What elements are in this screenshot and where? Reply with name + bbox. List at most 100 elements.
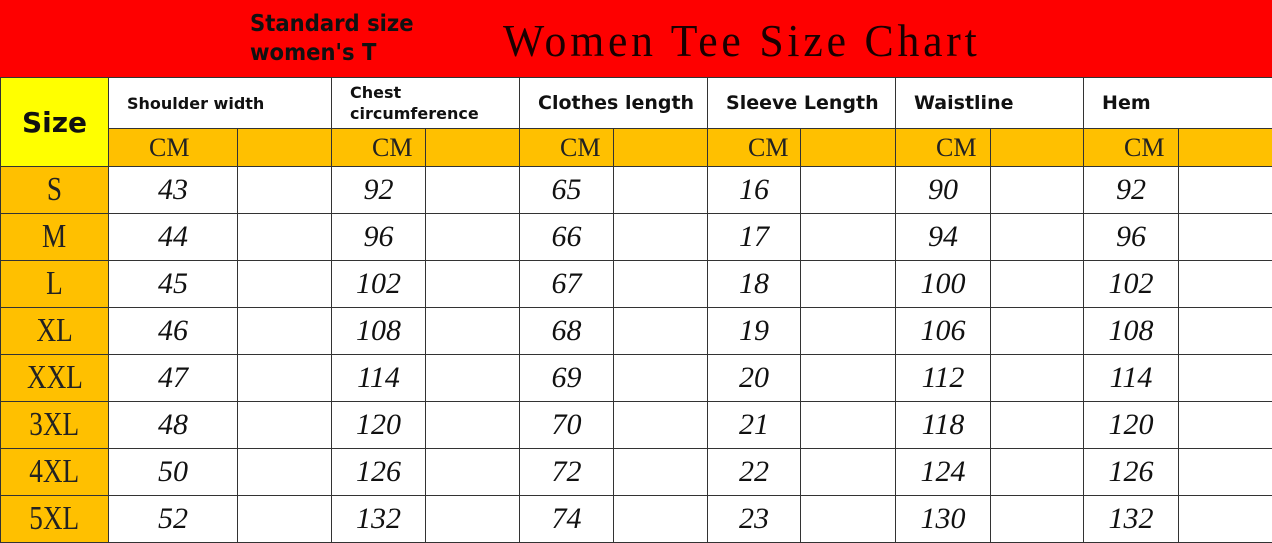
empty-cell xyxy=(237,354,332,402)
size-label: XXL xyxy=(0,354,109,402)
value-cell: 47 xyxy=(108,354,238,402)
empty-cell xyxy=(613,495,709,543)
value-cell: 20 xyxy=(707,354,802,402)
subtitle: Standard size women's T xyxy=(250,10,414,68)
size-text: L xyxy=(46,265,63,302)
size-label: S xyxy=(0,166,109,214)
value-cell: 50 xyxy=(108,448,238,496)
empty-cell xyxy=(237,307,332,355)
value-cell: 65 xyxy=(519,166,615,214)
value-cell: 45 xyxy=(108,260,238,308)
empty-cell xyxy=(237,495,332,543)
empty-cell xyxy=(237,128,332,167)
column-header: Clothes length xyxy=(519,77,709,129)
value-cell: 52 xyxy=(108,495,238,543)
chart-title: Women Tee Size Chart xyxy=(503,15,981,66)
size-label: 4XL xyxy=(0,448,109,496)
value-cell: 70 xyxy=(519,401,615,449)
value-cell: 106 xyxy=(895,307,992,355)
empty-cell xyxy=(237,448,332,496)
value-cell: 74 xyxy=(519,495,615,543)
empty-cell xyxy=(613,166,709,214)
table-row: 3XL 48 120 70 21 118 120 xyxy=(0,401,1272,449)
empty-cell xyxy=(613,448,709,496)
value-cell: 118 xyxy=(895,401,992,449)
value-cell: 102 xyxy=(1083,260,1180,308)
column-header: Shoulder width xyxy=(108,77,332,129)
unit-cell: CM xyxy=(519,128,615,167)
value-cell: 132 xyxy=(1083,495,1180,543)
subtitle-line-2: women's T xyxy=(250,40,377,66)
unit-cell: CM xyxy=(108,128,238,167)
empty-cell xyxy=(800,166,897,214)
empty-cell xyxy=(800,354,897,402)
empty-cell xyxy=(800,401,897,449)
empty-cell xyxy=(424,401,521,449)
unit-cell: CM xyxy=(895,128,992,167)
value-cell: 102 xyxy=(331,260,426,308)
value-cell: 21 xyxy=(707,401,802,449)
empty-cell xyxy=(990,128,1085,167)
size-label: M xyxy=(0,213,109,261)
table-row: 4XL 50 126 72 22 124 126 xyxy=(0,448,1272,496)
table-row: L 45 102 67 18 100 102 xyxy=(0,260,1272,308)
size-text: M xyxy=(42,218,67,255)
empty-cell xyxy=(800,495,897,543)
value-cell: 108 xyxy=(331,307,426,355)
value-cell: 112 xyxy=(895,354,992,402)
size-text: 4XL xyxy=(29,453,80,490)
size-text: XL xyxy=(36,312,73,349)
empty-cell xyxy=(237,401,332,449)
empty-cell xyxy=(613,401,709,449)
column-header: Sleeve Length xyxy=(707,77,897,129)
empty-cell xyxy=(613,128,709,167)
value-cell: 68 xyxy=(519,307,615,355)
value-cell: 108 xyxy=(1083,307,1180,355)
empty-cell xyxy=(424,307,521,355)
empty-cell xyxy=(237,260,332,308)
value-cell: 126 xyxy=(331,448,426,496)
empty-cell xyxy=(800,307,897,355)
empty-cell xyxy=(800,448,897,496)
value-cell: 17 xyxy=(707,213,802,261)
unit-cell: CM xyxy=(707,128,802,167)
empty-cell xyxy=(1178,495,1272,543)
size-label: 5XL xyxy=(0,495,109,543)
empty-cell xyxy=(1178,260,1272,308)
table-row: 5XL 52 132 74 23 130 132 xyxy=(0,495,1272,543)
empty-cell xyxy=(800,128,897,167)
value-cell: 44 xyxy=(108,213,238,261)
size-text: 5XL xyxy=(29,500,80,537)
size-table: Size Shoulder width Chest circumference Cl… xyxy=(0,77,1272,543)
value-cell: 130 xyxy=(895,495,992,543)
table-row: XL 46 108 68 19 106 108 xyxy=(0,307,1272,355)
empty-cell xyxy=(990,448,1085,496)
value-cell: 114 xyxy=(1083,354,1180,402)
empty-cell xyxy=(1178,213,1272,261)
value-cell: 69 xyxy=(519,354,615,402)
size-text: XXL xyxy=(26,359,83,396)
empty-cell xyxy=(800,260,897,308)
size-header: Size xyxy=(0,77,109,167)
empty-cell xyxy=(1178,128,1272,167)
value-cell: 126 xyxy=(1083,448,1180,496)
column-header: Waistline xyxy=(895,77,1085,129)
unit-cell: CM xyxy=(331,128,426,167)
subtitle-line-1: Standard size xyxy=(250,11,414,37)
empty-cell xyxy=(990,213,1085,261)
value-cell: 16 xyxy=(707,166,802,214)
empty-cell xyxy=(424,213,521,261)
size-label: 3XL xyxy=(0,401,109,449)
empty-cell xyxy=(613,307,709,355)
empty-cell xyxy=(990,495,1085,543)
empty-cell xyxy=(1178,354,1272,402)
size-text: 3XL xyxy=(29,406,80,443)
empty-cell xyxy=(424,260,521,308)
value-cell: 114 xyxy=(331,354,426,402)
value-cell: 96 xyxy=(1083,213,1180,261)
value-cell: 22 xyxy=(707,448,802,496)
table-row: M 44 96 66 17 94 96 xyxy=(0,213,1272,261)
empty-cell xyxy=(237,166,332,214)
empty-cell xyxy=(990,401,1085,449)
empty-cell xyxy=(424,448,521,496)
